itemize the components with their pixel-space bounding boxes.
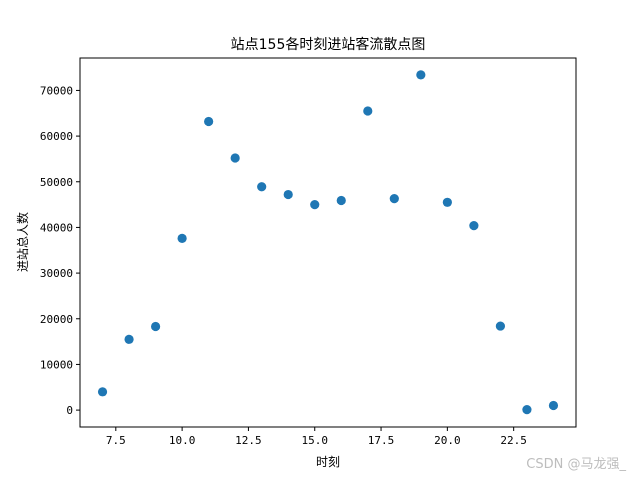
x-axis-title: 时刻 bbox=[316, 455, 340, 469]
x-tick-label: 20.0 bbox=[434, 434, 461, 447]
plot-frame bbox=[79, 57, 577, 428]
data-point bbox=[363, 106, 373, 116]
data-point bbox=[283, 189, 293, 200]
y-tick-label: 40000 bbox=[40, 221, 73, 234]
y-tick-label: 60000 bbox=[40, 130, 73, 143]
data-point bbox=[548, 400, 559, 411]
x-tick-label: 15.0 bbox=[301, 434, 328, 447]
data-point bbox=[204, 116, 214, 127]
data-point bbox=[177, 233, 187, 243]
x-tick-label: 7.5 bbox=[106, 434, 126, 447]
x-tick-label: 17.5 bbox=[368, 434, 395, 447]
data-point bbox=[416, 70, 426, 80]
y-tick-label: 70000 bbox=[40, 84, 73, 97]
watermark: CSDN @马龙强_ bbox=[526, 457, 626, 472]
data-point bbox=[230, 153, 240, 163]
y-axis-title: 进站总人数 bbox=[15, 212, 30, 272]
data-point bbox=[336, 195, 346, 206]
y-tick-label: 50000 bbox=[40, 176, 73, 189]
y-tick-label: 10000 bbox=[40, 358, 73, 371]
y-tick-label: 20000 bbox=[40, 313, 73, 326]
data-point bbox=[124, 334, 134, 344]
data-point bbox=[442, 197, 452, 207]
y-tick-label: 0 bbox=[66, 404, 73, 417]
data-point bbox=[389, 194, 399, 204]
x-tick-label: 12.5 bbox=[235, 434, 262, 447]
x-axis: 7.5 10.0 12.5 15.0 17.5 20.0 22.5 bbox=[106, 427, 527, 447]
y-tick-label: 30000 bbox=[40, 267, 73, 280]
x-tick-label: 22.5 bbox=[500, 434, 527, 447]
data-point bbox=[257, 182, 267, 192]
x-tick-label: 10.0 bbox=[169, 434, 196, 447]
chart-title: 站点155各时刻进站客流散点图 bbox=[231, 36, 426, 53]
y-axis: 0 10000 20000 30000 40000 50000 60000 70000 bbox=[40, 84, 80, 417]
data-point bbox=[469, 221, 479, 231]
data-point bbox=[150, 321, 161, 332]
data-point bbox=[310, 199, 320, 210]
data-point bbox=[97, 387, 108, 397]
plot-area bbox=[97, 70, 559, 415]
data-point bbox=[495, 321, 506, 331]
data-point bbox=[522, 405, 532, 415]
